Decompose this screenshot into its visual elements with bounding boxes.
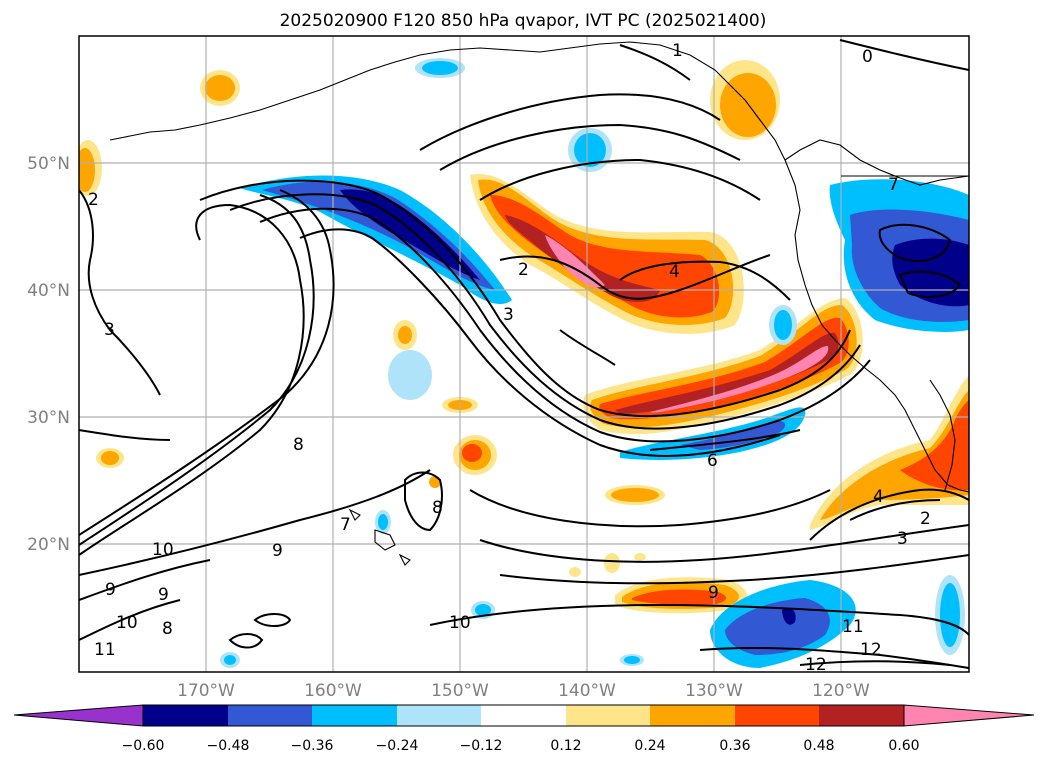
contour-label: 0 (862, 47, 873, 67)
ivt-contours (79, 39, 969, 669)
lat-label-30n: 30°N (27, 408, 70, 428)
contour-label: 11 (94, 640, 116, 660)
colorbar-arrow-left (13, 704, 144, 727)
lat-label-50n: 50°N (27, 154, 70, 174)
contour-label: 7 (340, 515, 351, 535)
lon-label-170w: 170°W (177, 681, 235, 701)
colorbar-segment (397, 705, 481, 726)
colorbar-segment (143, 705, 228, 726)
colorbar-segment (566, 705, 650, 726)
small-anomaly-patches (79, 58, 965, 668)
contour-label: 6 (707, 451, 718, 471)
negative-anomaly-south (710, 580, 856, 668)
colorbar-arrow-right (903, 704, 1035, 727)
contour-labels: 0 1 2 2 3 3 4 6 7 8 8 8 9 9 9 9 10 10 10… (88, 41, 931, 675)
map-panel: 0 1 2 2 3 3 4 6 7 8 8 8 9 9 9 9 10 10 10… (78, 35, 970, 675)
contour-label: 8 (162, 619, 173, 639)
contour-label: 9 (272, 541, 283, 561)
negative-anomaly-ne (829, 179, 969, 332)
colorbar-segment (481, 705, 566, 726)
lon-label-150w: 150°W (431, 681, 489, 701)
colorbar-tick-label: −0.12 (460, 738, 503, 754)
contour-label: 12 (805, 655, 827, 675)
colorbar-frame (142, 704, 905, 727)
colorbar-segment (228, 705, 312, 726)
lon-label-140w: 140°W (558, 681, 616, 701)
colorbar-tick-label: −0.36 (291, 738, 334, 754)
contour-label: 2 (920, 509, 931, 529)
contour-label: 9 (158, 585, 169, 605)
contour-label: 4 (669, 262, 680, 282)
contour-label: 3 (503, 305, 514, 325)
contour-label: 4 (873, 487, 884, 507)
contour-label: 9 (105, 580, 116, 600)
contour-label: 9 (708, 583, 719, 603)
contour-label: 10 (152, 540, 174, 560)
longitude-labels: 170°W 160°W 150°W 140°W 130°W 120°W (177, 681, 870, 701)
contour-label: 1 (672, 41, 683, 61)
colorbar: −0.60 −0.48 −0.36 −0.24 −0.12 0.12 0.24 … (13, 704, 1035, 754)
contour-label: 7 (888, 175, 899, 195)
colorbar-tick-label: 0.24 (634, 738, 665, 754)
colorbar-tick-label: −0.24 (376, 738, 419, 754)
shaded-fields: 0 1 2 2 3 3 4 6 7 8 8 8 9 9 9 9 10 10 10… (79, 36, 969, 675)
contour-label: 3 (104, 320, 115, 340)
contour-label: 3 (897, 529, 908, 549)
lon-label-120w: 120°W (812, 681, 870, 701)
colorbar-tick-label: −0.48 (207, 738, 250, 754)
colorbar-segment (735, 705, 819, 726)
contour-label: 11 (842, 617, 864, 637)
latitude-labels: 50°N 40°N 30°N 20°N (27, 154, 70, 555)
contour-label: 2 (88, 190, 99, 210)
colorbar-tick-label: 0.12 (550, 738, 581, 754)
lat-label-40n: 40°N (27, 281, 70, 301)
colorbar-tick-label: 0.60 (888, 738, 919, 754)
colorbar-tick-label: 0.48 (803, 738, 834, 754)
map-title: 2025020900 F120 850 hPa qvapor, IVT PC (… (280, 11, 767, 31)
contour-label: 10 (449, 613, 471, 633)
contour-label: 12 (860, 640, 882, 660)
map-frame (78, 35, 970, 673)
coastlines (109, 41, 969, 566)
contour-label: 2 (518, 260, 529, 280)
colorbar-segment (650, 705, 735, 726)
contour-label: 8 (432, 498, 443, 518)
lon-label-130w: 130°W (685, 681, 743, 701)
colorbar-tick-label: −0.60 (122, 738, 165, 754)
graticule (79, 36, 969, 672)
lat-label-20n: 20°N (27, 535, 70, 555)
colorbar-segment (819, 705, 904, 726)
negative-anomaly-central (620, 407, 806, 460)
colorbar-tick-label: 0.36 (719, 738, 750, 754)
contour-label: 8 (293, 435, 304, 455)
colorbar-segment (312, 705, 397, 726)
lon-label-160w: 160°W (304, 681, 362, 701)
contour-label: 10 (116, 613, 138, 633)
